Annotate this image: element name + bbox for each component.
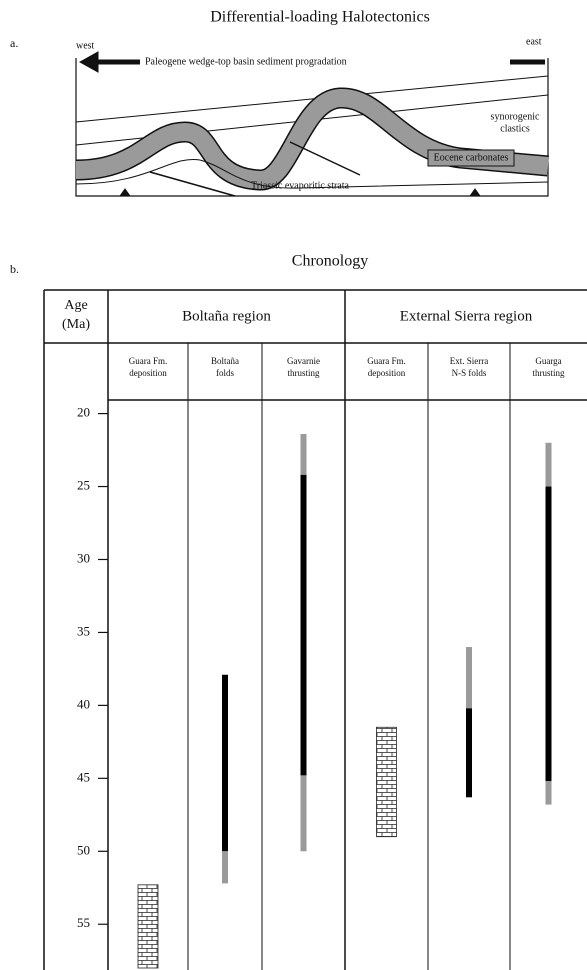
- range-bar: [546, 781, 552, 804]
- range-bar: [222, 675, 228, 852]
- y-tick-label: 20: [77, 405, 90, 420]
- carbonates-label: Eocene carbonates: [434, 152, 509, 163]
- column-header: Guarga: [535, 356, 561, 366]
- column-header: N-S folds: [452, 368, 487, 378]
- y-tick-label: 35: [77, 623, 90, 638]
- region-header: External Sierra region: [400, 308, 533, 324]
- column-header: Boltaña: [211, 356, 239, 366]
- range-bar: [301, 434, 307, 475]
- range-bar: [466, 647, 472, 708]
- range-bar: [466, 708, 472, 797]
- figure: Differential-loading Halotectonics a. we…: [0, 0, 587, 970]
- range-bar: [222, 851, 228, 883]
- panel-label: b.: [10, 262, 19, 276]
- range-bar: [301, 475, 307, 776]
- column-header: folds: [216, 368, 234, 378]
- y-tick-label: 25: [77, 478, 90, 493]
- column-header: thrusting: [287, 368, 320, 378]
- y-tick-label: 30: [77, 550, 90, 565]
- y-tick-label: 45: [77, 769, 90, 784]
- column-header: deposition: [129, 368, 167, 378]
- title-b: Chronology: [292, 253, 368, 270]
- clastics-label: clastics: [500, 123, 530, 134]
- arrow-text: Paleogene wedge-top basin sediment progr…: [145, 56, 347, 67]
- y-tick-label: 55: [77, 915, 90, 930]
- range-bar: [301, 775, 307, 851]
- column-header: Ext. Sierra: [450, 356, 489, 366]
- range-bar: [546, 443, 552, 487]
- clastics-label: synorogenic: [491, 111, 540, 122]
- deposition-box: [138, 885, 158, 968]
- column-header: Guara Fm.: [129, 356, 168, 366]
- east-label: east: [526, 36, 542, 47]
- range-bar: [546, 487, 552, 782]
- title-a: Differential-loading Halotectonics: [210, 9, 430, 26]
- axis-label: Age: [64, 298, 87, 313]
- deposition-box: [377, 727, 397, 836]
- panel-label: a.: [10, 36, 18, 50]
- y-tick-label: 40: [77, 696, 90, 711]
- west-label: west: [76, 40, 95, 51]
- column-header: thrusting: [532, 368, 565, 378]
- evaporites-label: Triassic evaporitic strata: [251, 180, 350, 191]
- axis-label: (Ma): [62, 317, 90, 332]
- column-header: deposition: [368, 368, 406, 378]
- column-header: Guara Fm.: [367, 356, 406, 366]
- column-header: Gavarnie: [287, 356, 320, 366]
- region-header: Boltaña region: [182, 308, 271, 324]
- y-tick-label: 50: [77, 842, 90, 857]
- table-frame: [44, 290, 587, 970]
- cross-section: [76, 52, 548, 196]
